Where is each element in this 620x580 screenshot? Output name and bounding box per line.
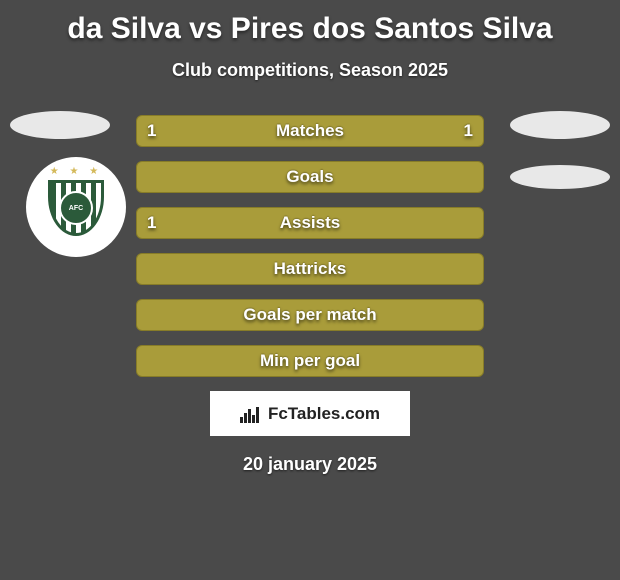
stat-row: Hattricks bbox=[136, 253, 484, 285]
stat-label: Goals per match bbox=[243, 305, 376, 325]
stat-row: 1 Matches 1 bbox=[136, 115, 484, 147]
footer-date: 20 january 2025 bbox=[12, 454, 608, 475]
stat-row: Min per goal bbox=[136, 345, 484, 377]
player-left-ellipse bbox=[10, 111, 110, 139]
crest-monogram: AFC bbox=[59, 191, 93, 225]
stat-label: Hattricks bbox=[274, 259, 347, 279]
stat-row: Goals bbox=[136, 161, 484, 193]
container: da Silva vs Pires dos Santos Silva Club … bbox=[0, 0, 620, 580]
player-right-ellipse-1 bbox=[510, 111, 610, 139]
stat-rows: 1 Matches 1 Goals 1 Assists Hattricks Goals per… bbox=[136, 115, 484, 377]
crest-stars-icon: ★ ★ ★ bbox=[46, 166, 106, 177]
stat-label: Matches bbox=[276, 121, 344, 141]
player-right-ellipse-2 bbox=[510, 165, 610, 189]
page-title: da Silva vs Pires dos Santos Silva bbox=[12, 12, 608, 46]
stat-row: Goals per match bbox=[136, 299, 484, 331]
stat-label: Assists bbox=[280, 213, 340, 233]
branding-text: FcTables.com bbox=[268, 404, 380, 424]
stat-label: Min per goal bbox=[260, 351, 360, 371]
branding-badge: FcTables.com bbox=[210, 391, 410, 436]
stat-row: 1 Assists bbox=[136, 207, 484, 239]
subtitle: Club competitions, Season 2025 bbox=[12, 60, 608, 81]
crest-inner: ★ ★ ★ AFC bbox=[46, 172, 106, 242]
main-area: ★ ★ ★ AFC 1 Matches 1 Goals 1 Assists Hattrick… bbox=[12, 115, 608, 475]
stat-right-value: 1 bbox=[464, 116, 473, 146]
crest-shield-icon: AFC bbox=[48, 180, 104, 236]
bar-chart-icon bbox=[240, 405, 262, 423]
stat-label: Goals bbox=[286, 167, 333, 187]
stat-left-value: 1 bbox=[147, 116, 156, 146]
stat-left-value: 1 bbox=[147, 208, 156, 238]
club-crest: ★ ★ ★ AFC bbox=[26, 157, 126, 257]
